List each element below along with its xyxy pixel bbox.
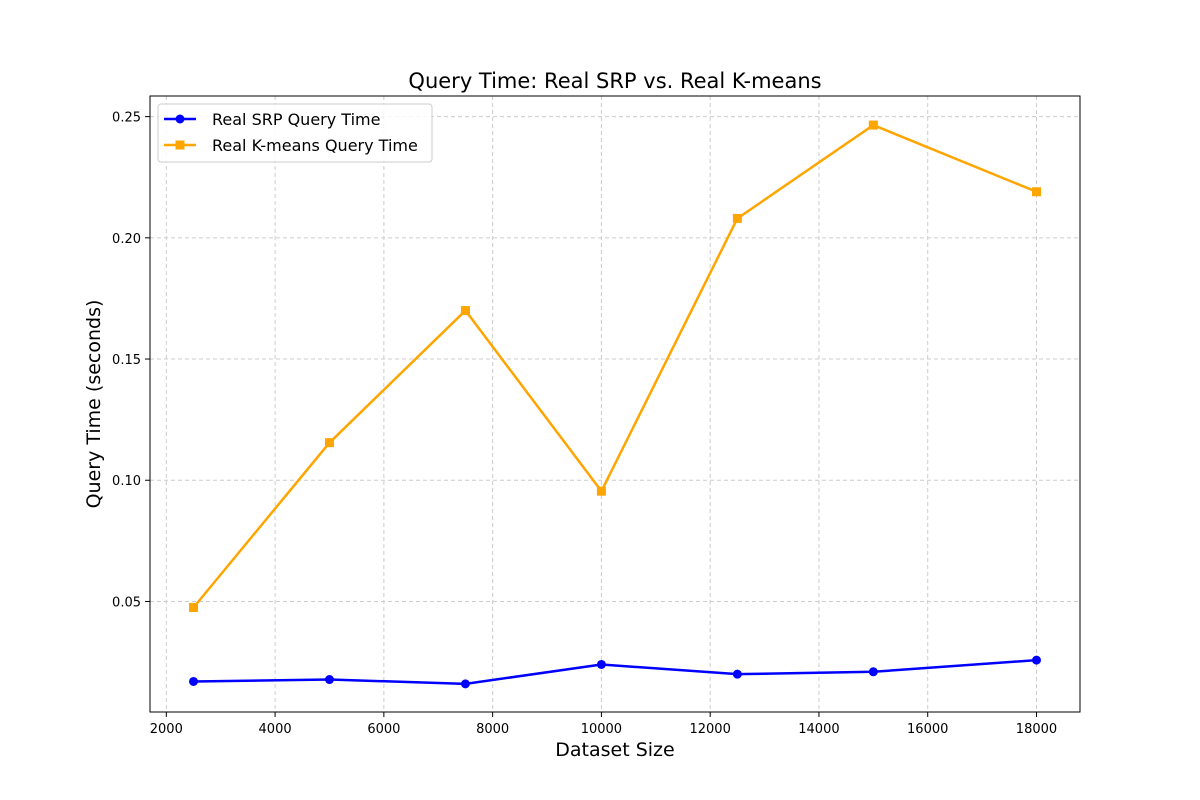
legend-marker [175, 114, 185, 124]
data-point [596, 659, 606, 669]
x-tick-label: 2000 [150, 722, 183, 737]
series-srp [189, 655, 1041, 689]
legend-item: Real K-means Query Time [164, 136, 418, 155]
legend-marker [175, 140, 185, 150]
x-tick-label: 14000 [798, 722, 839, 737]
y-tick-label: 0.20 [112, 232, 141, 247]
x-axis-label: Dataset Size [555, 739, 674, 761]
data-point [189, 603, 199, 613]
legend-box [157, 103, 433, 163]
series-layer [189, 120, 1041, 689]
x-tick-label: 4000 [259, 722, 292, 737]
y-tick-label: 0.15 [112, 353, 141, 368]
data-point [460, 679, 470, 689]
plot-area-frame [149, 95, 1081, 713]
x-tick-label: 16000 [907, 722, 948, 737]
legend: Real SRP Query Time Real K-means Query Ti… [157, 103, 433, 163]
data-point [732, 213, 742, 223]
data-point [189, 676, 199, 686]
axis-ticks: 2000 4000 6000 8000 10000 12000 14000 16000 1800… [112, 111, 1057, 737]
y-axis-label: Query Time (seconds) [83, 300, 105, 509]
data-point [460, 306, 470, 316]
data-point [868, 120, 878, 130]
x-tick-label: 18000 [1016, 722, 1057, 737]
data-point [868, 667, 878, 677]
legend-label: Real SRP Query Time [212, 110, 380, 129]
data-point [324, 438, 334, 448]
legend-label: Real K-means Query Time [212, 136, 418, 155]
data-point [324, 675, 334, 685]
x-tick-label: 10000 [581, 722, 622, 737]
data-point [596, 486, 606, 496]
x-tick-label: 8000 [476, 722, 509, 737]
x-tick-label: 6000 [367, 722, 400, 737]
series-kmeans [189, 120, 1041, 613]
y-tick-label: 0.05 [112, 595, 141, 610]
data-point [1031, 655, 1041, 665]
x-tick-label: 12000 [689, 722, 730, 737]
legend-item: Real SRP Query Time [164, 110, 380, 129]
y-tick-label: 0.25 [112, 111, 141, 126]
data-point [732, 669, 742, 679]
y-tick-label: 0.10 [112, 474, 141, 489]
chart-title: Query Time: Real SRP vs. Real K-means [408, 69, 821, 93]
data-point [1031, 187, 1041, 197]
